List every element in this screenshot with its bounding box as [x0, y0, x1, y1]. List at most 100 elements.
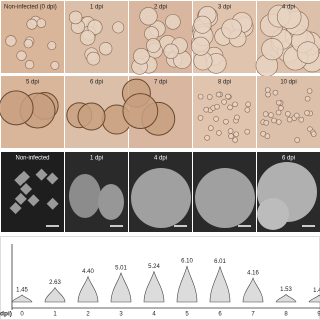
cell	[146, 38, 161, 53]
cell	[208, 125, 214, 131]
cell	[191, 36, 210, 56]
cell	[294, 137, 300, 143]
panel-label: Non-infected (0 dpi)	[4, 5, 57, 11]
sem-cell	[35, 168, 48, 181]
value-label: 5.01	[115, 265, 127, 271]
violin	[77, 275, 99, 303]
violin	[308, 294, 320, 303]
x-tick-label: 4	[152, 312, 156, 318]
cell	[228, 133, 234, 139]
violin	[275, 293, 297, 303]
x-tick-label: 1	[53, 312, 57, 318]
sem-cell	[27, 194, 40, 207]
panel-label: 4 dpi	[282, 5, 295, 11]
cell	[165, 14, 181, 30]
x-tick-label: 9	[317, 312, 320, 318]
cell	[232, 137, 238, 143]
cell	[265, 91, 271, 98]
value-label: 4.16	[247, 271, 259, 277]
value-label: 1.45	[16, 288, 28, 294]
cell	[221, 99, 227, 105]
cell	[122, 93, 159, 129]
panel-label: 6 dpi	[90, 80, 103, 86]
violin	[242, 277, 264, 303]
cell	[216, 130, 222, 136]
panel-label: 1 dpi	[90, 5, 103, 11]
sem-cell	[69, 174, 101, 218]
cell	[36, 18, 47, 28]
cell	[79, 30, 96, 46]
sem-cell	[14, 192, 27, 205]
x-tick-label: 8	[284, 312, 288, 318]
cell	[293, 112, 300, 119]
sem-cell	[17, 170, 30, 183]
cell	[133, 48, 150, 65]
sem-label: 1 dpi	[90, 156, 103, 162]
cell	[86, 51, 101, 66]
cell	[277, 4, 302, 30]
panel-label: 5 dpi	[26, 80, 39, 86]
cell	[298, 116, 305, 123]
cell	[197, 93, 204, 100]
cell	[215, 91, 222, 98]
cell	[264, 133, 271, 139]
sem-cell	[195, 168, 255, 228]
sem-label: Non-infected	[15, 156, 49, 162]
x-tick-label: 2	[86, 312, 90, 318]
cell	[221, 18, 242, 40]
sem-label: 6 dpi	[282, 156, 295, 162]
x-tick-label: 6	[218, 312, 222, 318]
cell	[304, 110, 310, 116]
micrograph	[193, 76, 256, 148]
sem-cell	[9, 202, 22, 215]
violin	[176, 265, 198, 303]
cell	[193, 15, 212, 34]
x-tick-label: 5	[185, 312, 189, 318]
cell	[275, 99, 282, 106]
cell	[286, 116, 293, 123]
cell	[213, 116, 219, 122]
cell	[234, 114, 240, 121]
cell	[68, 10, 83, 25]
sem-image	[1, 152, 64, 232]
cell	[139, 7, 158, 26]
cell	[87, 19, 103, 35]
cell	[99, 42, 113, 56]
panel-label: 2 dpi	[154, 5, 167, 11]
cell	[296, 41, 320, 64]
cell	[272, 89, 279, 96]
cell	[26, 18, 38, 30]
cell	[271, 117, 277, 124]
cell	[5, 35, 17, 47]
cell	[77, 102, 106, 131]
value-label: 5.24	[148, 264, 160, 270]
panel-label: 7 dpi	[154, 80, 167, 86]
x-tick-label: 0	[20, 312, 24, 318]
value-label: 4.40	[82, 269, 94, 275]
chart-frame	[0, 236, 320, 320]
cell	[304, 95, 311, 102]
value-label: 2.63	[49, 280, 61, 286]
cell	[275, 119, 282, 125]
x-tick-label: 3	[119, 312, 123, 318]
cell	[233, 131, 239, 138]
cell	[203, 106, 210, 113]
cell	[264, 87, 271, 93]
cell	[204, 135, 210, 141]
value-label: 6.01	[214, 259, 226, 265]
cell	[306, 88, 313, 94]
cell	[263, 119, 270, 126]
cell	[47, 41, 57, 51]
violin	[11, 294, 33, 303]
cell	[206, 94, 213, 100]
cell	[227, 128, 234, 134]
cell	[232, 101, 238, 108]
panel-label: 3 dpi	[218, 5, 231, 11]
cell	[223, 118, 229, 125]
cell	[214, 103, 220, 110]
cell	[0, 90, 34, 126]
violin	[110, 272, 132, 303]
cell	[25, 60, 35, 70]
sem-cell	[257, 198, 289, 230]
cell	[285, 111, 291, 117]
